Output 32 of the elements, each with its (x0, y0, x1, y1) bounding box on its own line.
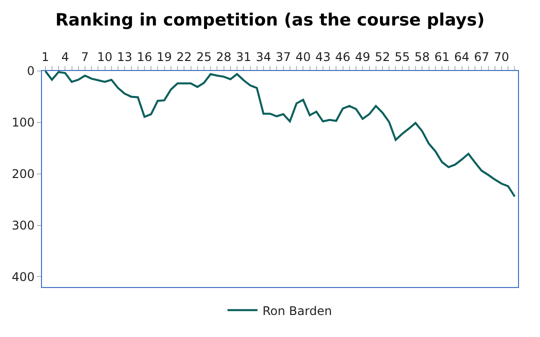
x-tick-label: 49 (355, 50, 370, 64)
x-tick-label: 10 (97, 50, 112, 64)
y-tick-label: 0 (26, 64, 35, 78)
x-tick-label: 1 (41, 50, 50, 64)
x-tick-label: 64 (454, 50, 470, 64)
x-tick-label: 70 (494, 50, 510, 64)
x-tick-label: 40 (296, 50, 311, 64)
x-tick-label: 13 (117, 50, 132, 64)
y-tick-label: 200 (12, 167, 35, 182)
x-tick-label: 61 (434, 50, 450, 64)
x-tick-label: 52 (374, 50, 390, 64)
x-tick-label: 34 (256, 50, 272, 64)
y-tick-label: 400 (12, 270, 35, 284)
x-tick-label: 43 (315, 50, 331, 64)
x-tick-label: 22 (176, 50, 192, 64)
x-tick-label: 19 (156, 50, 172, 64)
chart-title: Ranking in competition (as the course plays) (55, 10, 485, 30)
y-tick-label: 100 (12, 116, 35, 130)
x-tick-label: 31 (236, 50, 252, 64)
x-tick-label: 25 (196, 50, 212, 64)
x-tick-label: 67 (474, 50, 490, 64)
line-series (44, 71, 516, 198)
x-tick-label: 58 (414, 50, 430, 64)
x-tick-label: 46 (335, 50, 350, 64)
x-tick-label: 28 (216, 50, 232, 64)
y-tick-label: 300 (12, 218, 35, 232)
x-tick-label: 37 (276, 50, 291, 64)
x-tick-label: 4 (61, 50, 69, 64)
x-tick-label: 16 (136, 50, 152, 64)
x-tick-label: 7 (81, 50, 89, 64)
legend-label: Ron Barden (262, 304, 332, 318)
x-tick-label: 55 (394, 50, 410, 64)
